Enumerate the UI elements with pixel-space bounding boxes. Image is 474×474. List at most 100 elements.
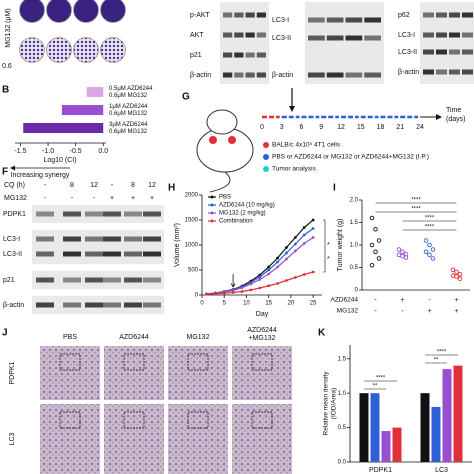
blot-band (36, 236, 54, 242)
blot-band (423, 69, 434, 75)
blot-band (345, 35, 363, 41)
legend-marker (210, 203, 214, 207)
point (231, 289, 235, 292)
timeline-tick: 21 (396, 124, 404, 131)
legend-label: AZD6244 (10 mg/kg) (219, 203, 275, 209)
y-tick-label: 0 (355, 288, 359, 294)
category-label: 0.6μM MG132 (109, 111, 148, 117)
blot-band (364, 17, 381, 23)
blot-label: LC3-II (398, 49, 417, 56)
y-tick-label: 0.5 (338, 425, 347, 431)
blot-band (436, 49, 447, 55)
point (293, 236, 297, 239)
header-value: - (44, 182, 47, 189)
row-label: PDPK1 (9, 361, 16, 384)
blot-band (85, 302, 103, 308)
blot-band (245, 52, 255, 58)
blot-band (223, 72, 233, 78)
header-value: - (71, 195, 74, 202)
point (285, 257, 288, 261)
blot-band (245, 12, 255, 18)
legend-dot (263, 142, 269, 148)
point (249, 282, 253, 286)
header-value: 8 (70, 182, 74, 189)
x-tick-label: 0 (200, 301, 204, 307)
blot-band (143, 277, 161, 283)
blot-band (103, 211, 121, 217)
significance: * (327, 256, 330, 263)
condition-sign: + (454, 297, 458, 304)
blot-band (36, 302, 54, 308)
point (376, 256, 382, 261)
point (258, 286, 262, 290)
header-value: - (111, 182, 114, 189)
y-tick-label: 2.0 (350, 198, 359, 204)
y-tick-label: 1.0 (350, 243, 359, 249)
point (267, 268, 271, 272)
blot-band (234, 12, 244, 18)
blot-band (449, 49, 460, 55)
row-label: LC3 (9, 432, 16, 445)
timeline-arrow-head (436, 114, 442, 120)
category-label: 1μM AZD6244 (109, 104, 148, 110)
blot-band (436, 69, 447, 75)
blot-label: AKT (190, 32, 204, 39)
tumor (228, 136, 236, 144)
blot-bg (32, 230, 164, 264)
blot-label: β-actin (272, 72, 293, 79)
blot-band (63, 251, 81, 257)
panel-letter: F (2, 167, 8, 178)
y-tick-label: 0 (195, 293, 199, 299)
y-tick-label: 1.5 (350, 220, 359, 226)
plate (100, 37, 126, 63)
blot-band (462, 69, 473, 75)
blot-band (223, 32, 233, 38)
blot-label: LC3-I (3, 236, 20, 243)
blot-band (85, 236, 103, 242)
blot-band (462, 12, 473, 18)
sig-bracket (323, 219, 326, 273)
point (205, 292, 208, 296)
blot-band (85, 251, 103, 257)
blot-label: LC3-I (398, 32, 415, 39)
timeline-tick: 15 (357, 124, 365, 131)
point (369, 215, 375, 221)
blot-band (256, 32, 266, 38)
blot-band (449, 12, 460, 18)
blot-band (462, 32, 473, 38)
point (293, 249, 297, 253)
x-tick-label: 5 (223, 301, 227, 307)
point (302, 242, 306, 245)
blot-band (256, 72, 266, 78)
line (206, 237, 314, 295)
x-tick-label: 25 (310, 301, 317, 307)
point (427, 242, 432, 248)
blot-band (143, 302, 161, 308)
point (311, 218, 315, 222)
point (267, 272, 271, 276)
legend-label: PBS or AZD6244 or MG132 or AZD6244+MG132… (272, 154, 429, 161)
x-axis-label: Log10 (CI) (43, 157, 76, 164)
significance: * (327, 242, 330, 249)
bar (23, 123, 104, 133)
blot-band (143, 236, 161, 242)
legend-dot (263, 154, 269, 160)
condition-name: MG132 (337, 308, 359, 315)
blot-band (234, 52, 244, 58)
significance: **** (425, 216, 435, 222)
blot-band (85, 277, 103, 283)
condition-sign: - (374, 297, 377, 304)
axis-label: MG132 (μM) (5, 8, 12, 47)
point (285, 251, 288, 255)
header-value: 12 (90, 182, 98, 189)
blot-band (326, 72, 344, 78)
blot-band (423, 49, 434, 55)
point (427, 252, 432, 258)
point (376, 238, 382, 243)
point (285, 279, 288, 282)
legend-marker (210, 219, 214, 223)
point (276, 282, 279, 285)
bar (61, 105, 104, 115)
blot-band (63, 302, 81, 308)
